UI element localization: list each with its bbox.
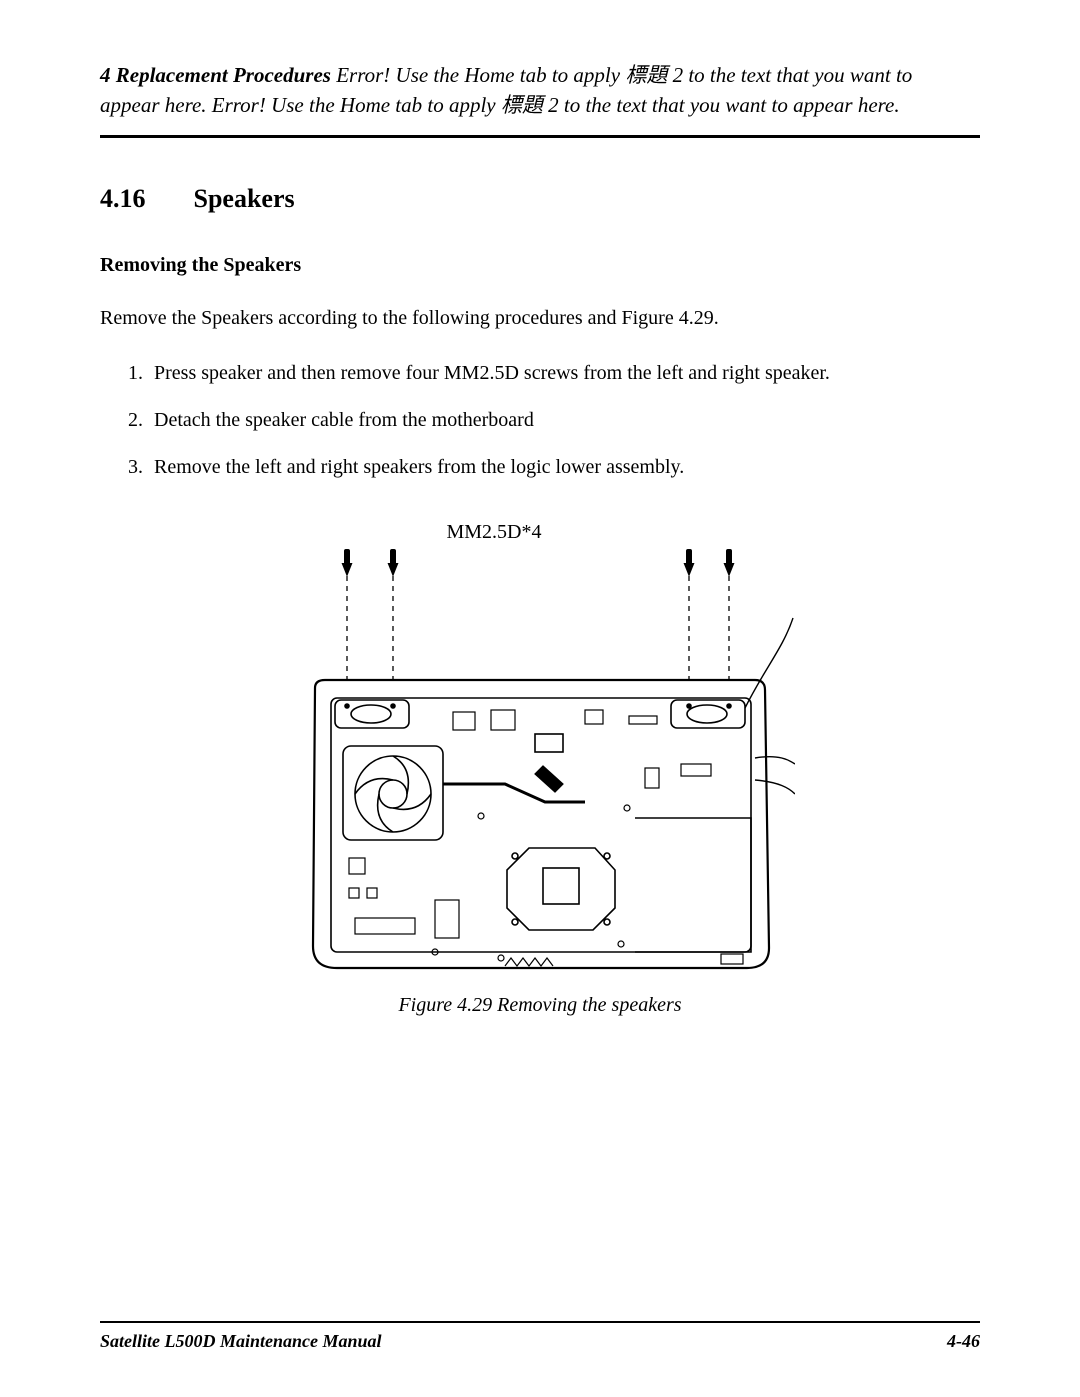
footer-right: 4-46 [947,1331,980,1352]
figure-diagram [285,548,795,978]
header-rule [100,135,980,138]
step-item: Press speaker and then remove four MM2.5… [148,360,980,387]
figure-block: MM2.5D*4 [100,521,980,1017]
header-rest-1: Error! Use the Home tab to apply 標題 2 to… [331,63,912,87]
header-line-2: appear here. Error! Use the Home tab to … [100,93,900,117]
page: 4 Replacement Procedures Error! Use the … [0,0,1080,1397]
intro-text: Remove the Speakers according to the fol… [100,305,980,332]
step-item: Remove the left and right speakers from … [148,454,980,481]
steps-list: Press speaker and then remove four MM2.5… [124,360,980,481]
footer-left: Satellite L500D Maintenance Manual [100,1331,382,1352]
figure-caption: Figure 4.29 Removing the speakers [100,994,980,1017]
footer: Satellite L500D Maintenance Manual 4-46 [100,1321,980,1352]
section-title: Speakers [194,184,295,213]
section-number: 4.16 [100,184,146,214]
step-item: Detach the speaker cable from the mother… [148,407,980,434]
figure-callout: MM2.5D*4 [54,521,934,544]
header-bold: 4 Replacement Procedures [100,63,331,87]
footer-rule [100,1321,980,1323]
subheading: Removing the Speakers [100,254,980,277]
section-heading: 4.16 Speakers [100,184,980,214]
running-header: 4 Replacement Procedures Error! Use the … [100,60,980,121]
